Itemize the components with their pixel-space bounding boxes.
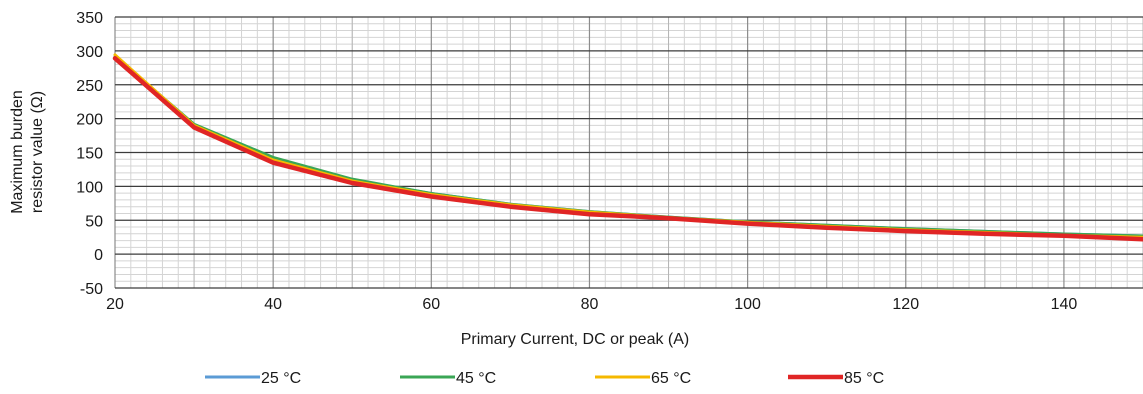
x-tick-label: 120 — [892, 296, 919, 313]
legend-label-4: 85 °C — [844, 370, 884, 387]
x-tick-label: 20 — [106, 296, 124, 313]
y-axis-label-line-2: resistor value (Ω) — [29, 91, 46, 213]
y-tick-label: 50 — [85, 213, 103, 230]
legend-label-1: 25 °C — [261, 370, 301, 387]
y-tick-label: 300 — [76, 44, 103, 61]
legend-label-2: 45 °C — [456, 370, 496, 387]
x-tick-label: 100 — [734, 296, 761, 313]
y-tick-label: 250 — [76, 78, 103, 95]
x-tick-label: 80 — [581, 296, 599, 313]
legend: 25 °C 45 °C 65 °C 85 °C — [205, 370, 884, 387]
x-axis-tick-labels: 20 40 60 80 100 120 140 — [106, 296, 1077, 313]
x-tick-label: 140 — [1051, 296, 1078, 313]
series-lines — [112, 53, 1143, 242]
y-tick-label: 150 — [76, 146, 103, 163]
x-axis-label: Primary Current, DC or peak (A) — [461, 331, 690, 348]
y-tick-label: 0 — [94, 247, 103, 264]
y-axis-label-line-1: Maximum burden — [9, 90, 26, 214]
major-grid — [114, 16, 1143, 289]
x-tick-label: 60 — [422, 296, 440, 313]
y-tick-label: 350 — [76, 10, 103, 27]
y-tick-label: 200 — [76, 112, 103, 129]
y-axis-tick-labels: -50 0 50 100 150 200 250 300 350 — [76, 10, 103, 298]
y-tick-label: -50 — [80, 281, 103, 298]
series-line-4 — [112, 56, 1143, 242]
y-tick-label: 100 — [76, 179, 103, 196]
x-tick-label: 40 — [264, 296, 282, 313]
legend-label-3: 65 °C — [651, 370, 691, 387]
